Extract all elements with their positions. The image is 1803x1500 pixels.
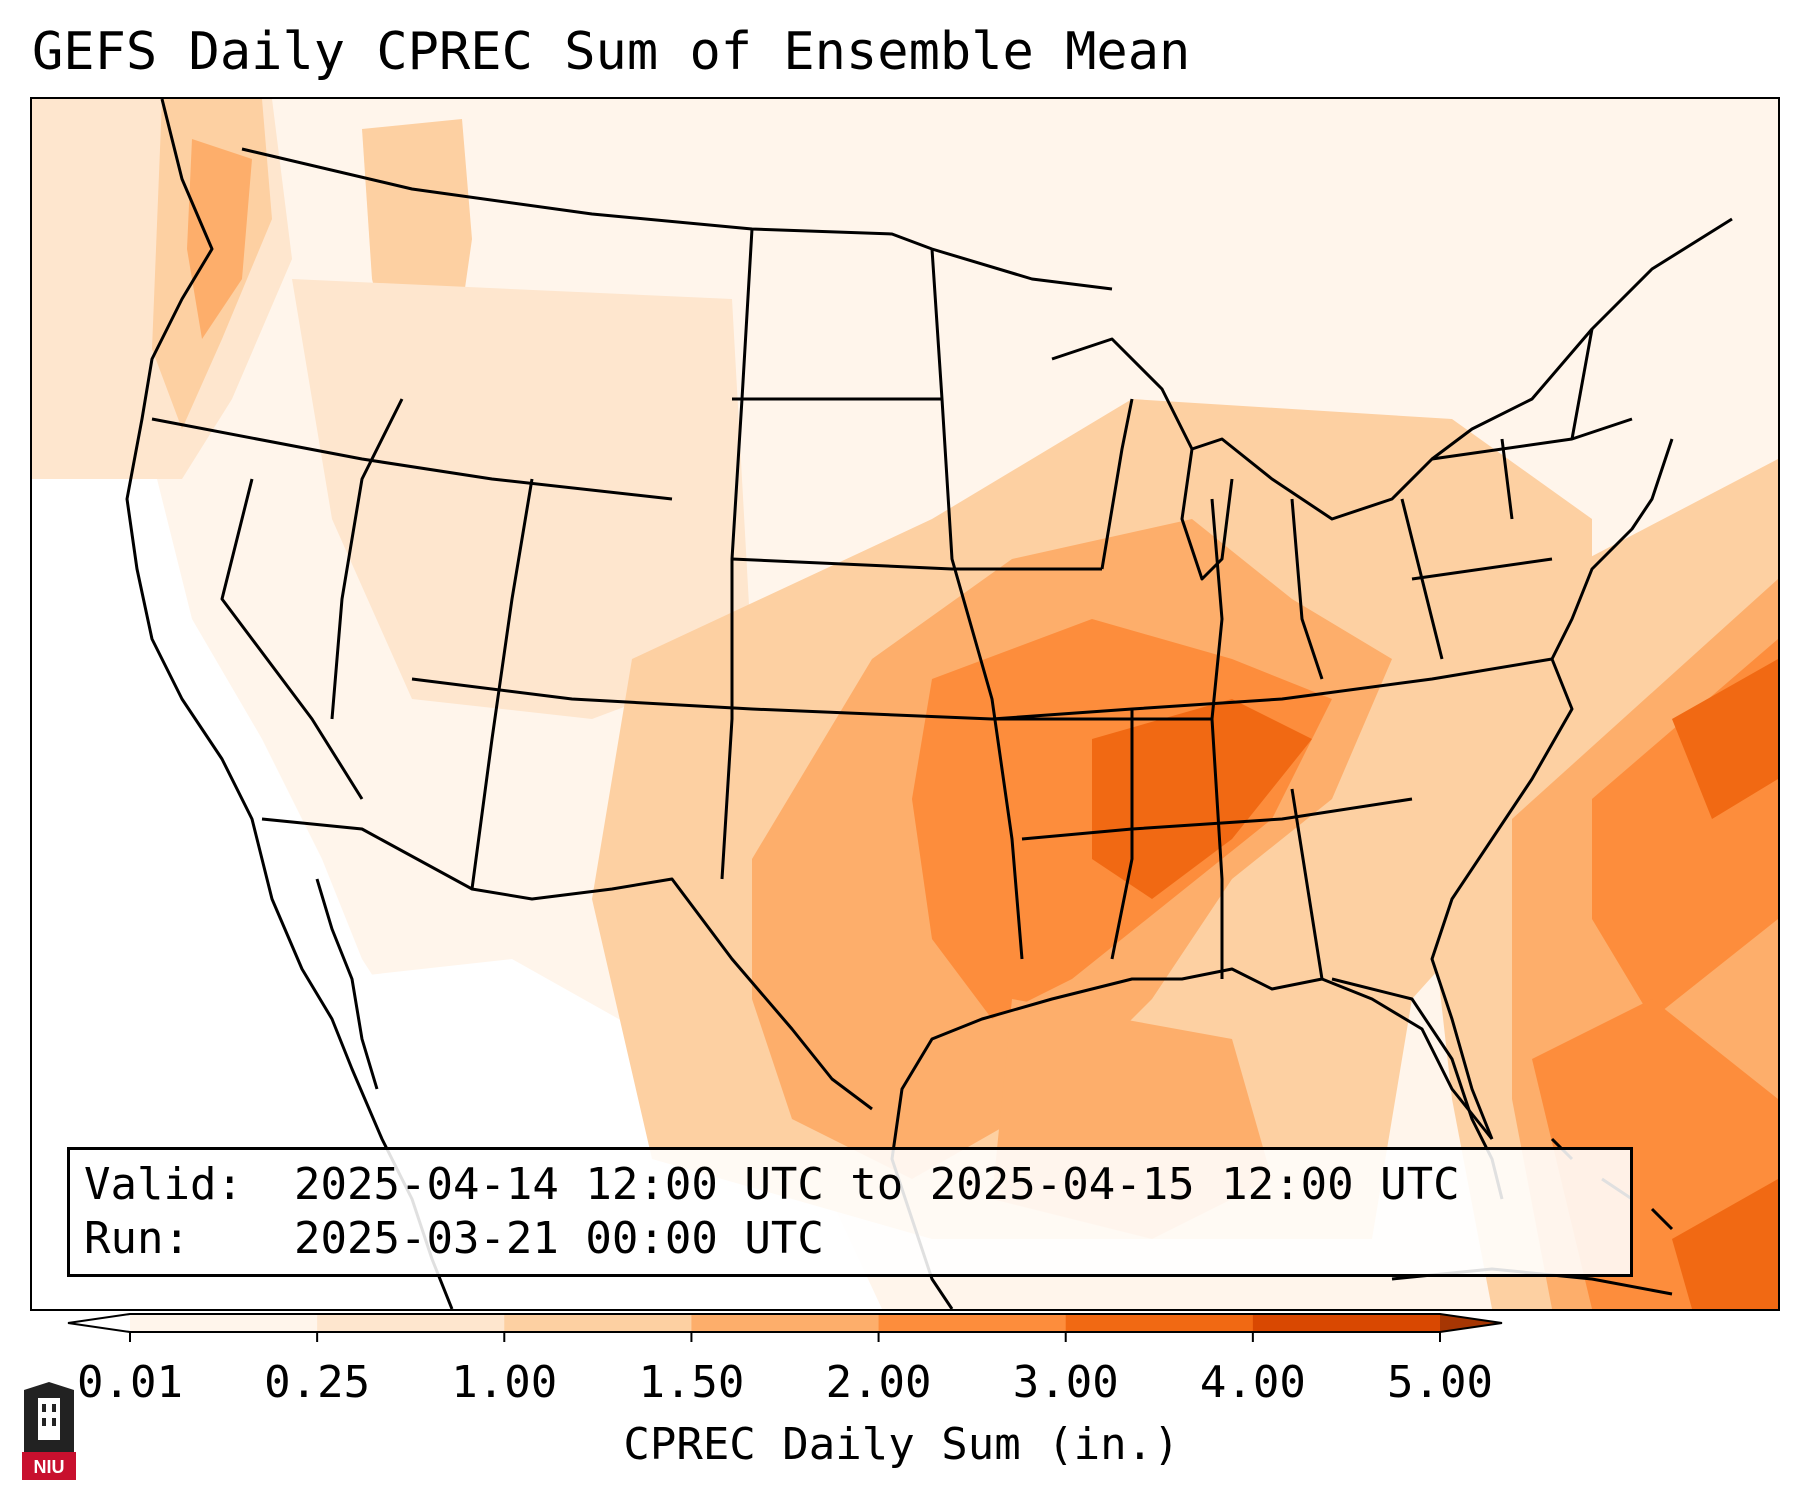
colorbar-over-arrow — [1440, 1314, 1502, 1332]
state-border-west-3 — [330, 398, 404, 720]
map-panel — [30, 97, 1780, 1311]
colorbar-tick-label: 5.00 — [1387, 1357, 1493, 1408]
colorbar-ticks — [129, 1332, 1441, 1342]
colorbar-segment — [130, 1314, 318, 1332]
valid-info-box: Valid: 2025-04-14 12:00 UTC to 2025-04-15… — [67, 1147, 1633, 1277]
west-coast-line — [125, 99, 454, 1309]
great-lakes — [1051, 217, 1733, 521]
precip-map — [32, 99, 1778, 1309]
state-border-east-3 — [1290, 498, 1324, 680]
state-border-south-2 — [1021, 797, 1413, 841]
canada-border — [241, 147, 1113, 291]
colorbar-segment — [1065, 1314, 1254, 1332]
colorbar-tick-label: 1.00 — [451, 1357, 558, 1408]
state-border-plains-2 — [731, 557, 1102, 571]
east-coast-line — [1430, 438, 1674, 1140]
colorbar-tick-label: 3.00 — [1012, 1357, 1119, 1408]
state-border-west-2 — [220, 478, 364, 800]
colorbar-segment — [1252, 1314, 1441, 1332]
colorbar-segment — [691, 1314, 880, 1332]
colorbar — [67, 1313, 1503, 1342]
colorbar-segment — [317, 1314, 505, 1332]
colorbar-tick-label: 0.01 — [77, 1357, 183, 1408]
lake-michigan — [1180, 448, 1234, 581]
colorbar-tick-label: 1.50 — [638, 1357, 745, 1408]
valid-value: 2025-04-14 12:00 UTC to 2025-04-15 12:00… — [294, 1159, 1460, 1210]
state-border-mid-2 — [470, 478, 534, 890]
run-value: 2025-03-21 00:00 UTC — [294, 1213, 824, 1264]
baja-peninsula — [315, 878, 379, 1090]
colorbar-label: CPREC Daily Sum (in.) — [623, 1419, 1180, 1470]
state-border-ne-2 — [1570, 328, 1594, 440]
colorbar-under-arrow — [68, 1314, 130, 1332]
colorbar-tick-label: 0.25 — [264, 1357, 371, 1408]
colorbar-segment — [504, 1314, 692, 1332]
run-row: Run: 2025-03-21 00:00 UTC — [84, 1212, 1630, 1266]
precip-caribbean-peak — [1672, 1179, 1778, 1309]
precip-interior-west — [292, 279, 752, 719]
state-border-mid-4 — [930, 248, 1024, 960]
colorbar-outline — [67, 1313, 1503, 1333]
state-border-south-3 — [1110, 709, 1134, 960]
state-border-east-1 — [1100, 398, 1134, 570]
precip-tn-valley-heavy — [1092, 699, 1312, 899]
precip-pnw-peak — [187, 139, 252, 339]
logo-text: NIU — [34, 1457, 65, 1477]
state-border-mid-1 — [411, 677, 1212, 721]
state-border-east-5 — [1411, 557, 1553, 581]
state-border-ne-3 — [1500, 438, 1514, 520]
state-border-south-4 — [1210, 718, 1224, 979]
colorbar-tick-label: 2.00 — [825, 1357, 932, 1408]
run-label: Run: — [84, 1213, 190, 1264]
university-tower-icon: NIU — [22, 1382, 76, 1480]
valid-label: Valid: — [84, 1159, 243, 1210]
state-border-west-1 — [151, 417, 673, 501]
logo-banner — [22, 1452, 76, 1480]
valid-row: Valid: 2025-04-14 12:00 UTC to 2025-04-15… — [84, 1158, 1630, 1212]
colorbar-segment — [878, 1314, 1067, 1332]
state-border-south-1 — [991, 657, 1553, 721]
mexico-border — [261, 817, 873, 1111]
colorbar-segments — [68, 1314, 1502, 1332]
precip-field — [32, 99, 1778, 1309]
colorbar-tick-label: 4.00 — [1199, 1357, 1306, 1408]
map-title: GEFS Daily CPREC Sum of Ensemble Mean — [32, 22, 1191, 82]
logo-tower — [38, 1398, 60, 1440]
precip-pacific-dry — [32, 429, 592, 1309]
state-border-south-5 — [1290, 788, 1324, 980]
state-border-east-2 — [1210, 498, 1224, 720]
precip-atlantic-peak — [1672, 659, 1778, 819]
